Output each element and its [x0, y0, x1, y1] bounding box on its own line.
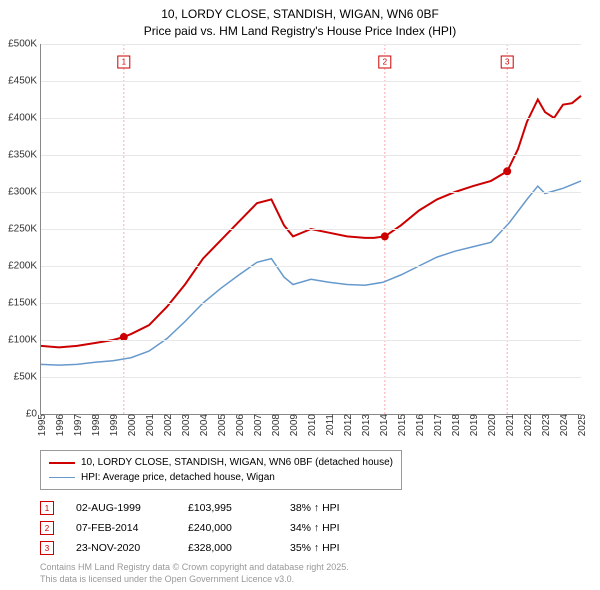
y-axis-label: £450K — [8, 76, 41, 87]
sales-table: 1 02-AUG-1999 £103,995 38% ↑ HPI 2 07-FEB-201… — [40, 498, 380, 558]
chart-container: 10, LORDY CLOSE, STANDISH, WIGAN, WN6 0B… — [0, 0, 600, 590]
sales-price: £240,000 — [188, 522, 268, 534]
sale-marker-number: 1 — [122, 58, 127, 67]
x-axis-label: 1995 — [37, 414, 48, 436]
title-line-2: Price paid vs. HM Land Registry's House … — [0, 23, 600, 40]
x-axis-label: 2011 — [325, 414, 336, 436]
sales-row: 1 02-AUG-1999 £103,995 38% ↑ HPI — [40, 498, 380, 518]
sales-row: 2 07-FEB-2014 £240,000 34% ↑ HPI — [40, 518, 380, 538]
x-axis-label: 2016 — [415, 414, 426, 436]
sales-num-box: 1 — [40, 501, 54, 515]
x-axis-label: 2019 — [469, 414, 480, 436]
y-axis-label: £250K — [8, 224, 41, 235]
footer: Contains HM Land Registry data © Crown c… — [40, 562, 349, 585]
footer-line-2: This data is licensed under the Open Gov… — [40, 574, 349, 586]
chart-title: 10, LORDY CLOSE, STANDISH, WIGAN, WN6 0B… — [0, 0, 600, 40]
legend-swatch — [49, 462, 75, 464]
y-axis-label: £500K — [8, 39, 41, 50]
x-axis-label: 2022 — [523, 414, 534, 436]
sales-price: £103,995 — [188, 502, 268, 514]
sales-date: 07-FEB-2014 — [76, 522, 166, 534]
x-axis-label: 2015 — [397, 414, 408, 436]
y-gridline — [41, 266, 581, 267]
chart-plot-area: 123 £0£50K£100K£150K£200K£250K£300K£350K… — [40, 44, 581, 415]
x-axis-label: 1997 — [73, 414, 84, 436]
x-axis-label: 2024 — [559, 414, 570, 436]
sales-date: 23-NOV-2020 — [76, 542, 166, 554]
x-axis-label: 2014 — [379, 414, 390, 436]
x-axis-label: 2010 — [307, 414, 318, 436]
x-axis-label: 2000 — [127, 414, 138, 436]
y-axis-label: £100K — [8, 335, 41, 346]
x-axis-label: 2008 — [271, 414, 282, 436]
y-axis-label: £400K — [8, 113, 41, 124]
x-axis-label: 2017 — [433, 414, 444, 436]
y-gridline — [41, 118, 581, 119]
sales-row: 3 23-NOV-2020 £328,000 35% ↑ HPI — [40, 538, 380, 558]
sales-hpi: 34% ↑ HPI — [290, 522, 380, 534]
y-gridline — [41, 229, 581, 230]
x-axis-label: 2023 — [541, 414, 552, 436]
sales-price: £328,000 — [188, 542, 268, 554]
sales-date: 02-AUG-1999 — [76, 502, 166, 514]
legend: 10, LORDY CLOSE, STANDISH, WIGAN, WN6 0B… — [40, 450, 402, 490]
x-axis-label: 1999 — [109, 414, 120, 436]
sales-num-box: 2 — [40, 521, 54, 535]
x-axis-label: 2018 — [451, 414, 462, 436]
x-axis-label: 2009 — [289, 414, 300, 436]
series-line — [41, 96, 581, 348]
y-gridline — [41, 44, 581, 45]
y-gridline — [41, 377, 581, 378]
x-axis-label: 2004 — [199, 414, 210, 436]
sales-hpi: 38% ↑ HPI — [290, 502, 380, 514]
x-axis-label: 2021 — [505, 414, 516, 436]
title-line-1: 10, LORDY CLOSE, STANDISH, WIGAN, WN6 0B… — [0, 6, 600, 23]
x-axis-label: 2012 — [343, 414, 354, 436]
y-axis-label: £200K — [8, 261, 41, 272]
y-gridline — [41, 81, 581, 82]
x-axis-label: 1996 — [55, 414, 66, 436]
legend-row: 10, LORDY CLOSE, STANDISH, WIGAN, WN6 0B… — [49, 455, 393, 470]
sales-hpi: 35% ↑ HPI — [290, 542, 380, 554]
x-axis-label: 2025 — [577, 414, 588, 436]
x-axis-label: 2002 — [163, 414, 174, 436]
x-axis-label: 2003 — [181, 414, 192, 436]
y-gridline — [41, 340, 581, 341]
x-axis-label: 2001 — [145, 414, 156, 436]
x-axis-label: 1998 — [91, 414, 102, 436]
sale-marker-number: 2 — [383, 58, 388, 67]
y-gridline — [41, 192, 581, 193]
x-axis-label: 2013 — [361, 414, 372, 436]
y-axis-label: £300K — [8, 187, 41, 198]
y-axis-label: £350K — [8, 150, 41, 161]
legend-swatch — [49, 477, 75, 479]
x-axis-label: 2005 — [217, 414, 228, 436]
y-gridline — [41, 303, 581, 304]
x-axis-label: 2020 — [487, 414, 498, 436]
legend-row: HPI: Average price, detached house, Wiga… — [49, 470, 393, 485]
x-axis-label: 2007 — [253, 414, 264, 436]
footer-line-1: Contains HM Land Registry data © Crown c… — [40, 562, 349, 574]
x-axis-label: 2006 — [235, 414, 246, 436]
legend-label: 10, LORDY CLOSE, STANDISH, WIGAN, WN6 0B… — [81, 455, 393, 470]
sales-num-box: 3 — [40, 541, 54, 555]
legend-label: HPI: Average price, detached house, Wiga… — [81, 470, 275, 485]
y-axis-label: £50K — [14, 372, 41, 383]
y-gridline — [41, 155, 581, 156]
y-axis-label: £150K — [8, 298, 41, 309]
sale-marker-number: 3 — [505, 58, 510, 67]
